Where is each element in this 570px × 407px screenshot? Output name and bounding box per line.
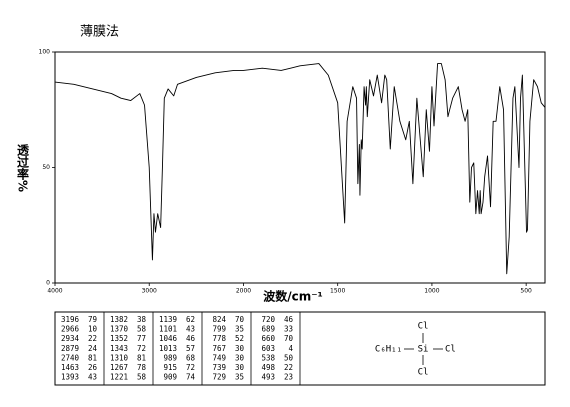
- peak-wavenumber: 1343: [110, 344, 128, 353]
- peak-transmittance: 50: [284, 353, 294, 362]
- peak-wavenumber: 767: [212, 344, 226, 353]
- peak-transmittance: 58: [137, 325, 147, 334]
- peak-wavenumber: 1139: [159, 315, 177, 324]
- peak-transmittance: 52: [235, 334, 244, 343]
- peak-transmittance: 57: [186, 344, 195, 353]
- peak-transmittance: 70: [284, 334, 294, 343]
- peak-wavenumber: 989: [163, 353, 177, 362]
- structure-atom: Si: [418, 345, 429, 355]
- peak-wavenumber: 1267: [110, 363, 128, 372]
- peak-wavenumber: 689: [261, 325, 275, 334]
- y-tick-label: 100: [39, 49, 51, 56]
- structure-atom: C₆H₁₁: [375, 345, 402, 355]
- peak-wavenumber: 2740: [61, 353, 80, 362]
- peak-wavenumber: 739: [212, 363, 226, 372]
- peak-wavenumber: 749: [212, 353, 226, 362]
- peak-wavenumber: 1046: [159, 334, 178, 343]
- peak-transmittance: 78: [137, 363, 147, 372]
- structure-atom: Cl: [445, 345, 456, 355]
- peak-transmittance: 10: [88, 325, 98, 334]
- peak-transmittance: 24: [88, 344, 98, 353]
- structure-atom: Cl: [418, 368, 429, 378]
- y-axis-label: 透过率%: [16, 144, 30, 192]
- peak-transmittance: 38: [137, 315, 147, 324]
- peak-wavenumber: 2879: [61, 344, 79, 353]
- peak-wavenumber: 603: [261, 344, 275, 353]
- peak-transmittance: 43: [186, 325, 195, 334]
- peak-transmittance: 22: [284, 363, 293, 372]
- spectrum-line: [54, 63, 546, 275]
- peak-wavenumber: 1393: [61, 373, 79, 382]
- chart-title: 薄膜法: [80, 25, 119, 40]
- peak-wavenumber: 2966: [61, 325, 80, 334]
- peak-transmittance: 77: [137, 334, 146, 343]
- peak-transmittance: 26: [88, 363, 98, 372]
- peak-wavenumber: 3196: [61, 315, 80, 324]
- peak-transmittance: 4: [288, 344, 293, 353]
- peak-transmittance: 30: [235, 353, 245, 362]
- peak-wavenumber: 2934: [61, 334, 80, 343]
- peak-wavenumber: 1013: [159, 344, 177, 353]
- peak-wavenumber: 1370: [110, 325, 129, 334]
- peak-transmittance: 30: [235, 363, 245, 372]
- peak-wavenumber: 493: [261, 373, 275, 382]
- y-tick-label: 50: [42, 164, 50, 171]
- peak-wavenumber: 1101: [159, 325, 177, 334]
- peak-transmittance: 74: [186, 373, 196, 382]
- peak-transmittance: 43: [88, 373, 97, 382]
- peak-transmittance: 81: [137, 353, 146, 362]
- peak-transmittance: 35: [235, 373, 244, 382]
- peak-transmittance: 35: [235, 325, 244, 334]
- peak-transmittance: 58: [137, 373, 147, 382]
- x-tick-label: 1500: [330, 288, 345, 295]
- peak-wavenumber: 1310: [110, 353, 129, 362]
- peak-transmittance: 62: [186, 315, 195, 324]
- y-tick-label: 0: [46, 280, 50, 287]
- peak-wavenumber: 660: [261, 334, 275, 343]
- peak-wavenumber: 1382: [110, 315, 128, 324]
- x-tick-label: 500: [520, 288, 532, 295]
- structure-bonds: [404, 333, 443, 365]
- peak-transmittance: 30: [235, 344, 245, 353]
- x-tick-label: 1000: [424, 288, 439, 295]
- peak-wavenumber: 778: [212, 334, 226, 343]
- peak-transmittance: 22: [88, 334, 97, 343]
- peak-transmittance: 33: [284, 325, 293, 334]
- peak-transmittance: 70: [235, 315, 245, 324]
- peak-wavenumber: 498: [261, 363, 275, 372]
- peak-wavenumber: 538: [261, 353, 275, 362]
- peak-wavenumber: 799: [212, 325, 226, 334]
- peak-wavenumber: 1221: [110, 373, 128, 382]
- peak-transmittance: 79: [88, 315, 97, 324]
- peak-transmittance: 72: [186, 363, 195, 372]
- peak-wavenumber: 909: [163, 373, 177, 382]
- peak-transmittance: 46: [284, 315, 294, 324]
- peak-wavenumber: 1352: [110, 334, 128, 343]
- x-tick-label: 4000: [47, 288, 62, 295]
- peak-transmittance: 46: [186, 334, 196, 343]
- structure-atom: Cl: [418, 322, 429, 332]
- x-axis-label: 波数/cm⁻¹: [263, 289, 323, 304]
- x-tick-label: 2000: [236, 288, 251, 295]
- peak-wavenumber: 915: [163, 363, 177, 372]
- peak-transmittance: 72: [137, 344, 146, 353]
- peak-transmittance: 68: [186, 353, 196, 362]
- peak-wavenumber: 1463: [61, 363, 79, 372]
- peak-wavenumber: 824: [212, 315, 226, 324]
- peak-transmittance: 23: [284, 373, 293, 382]
- peak-wavenumber: 729: [212, 373, 226, 382]
- x-tick-label: 3000: [142, 288, 157, 295]
- peak-wavenumber: 720: [261, 315, 275, 324]
- peak-transmittance: 81: [88, 353, 97, 362]
